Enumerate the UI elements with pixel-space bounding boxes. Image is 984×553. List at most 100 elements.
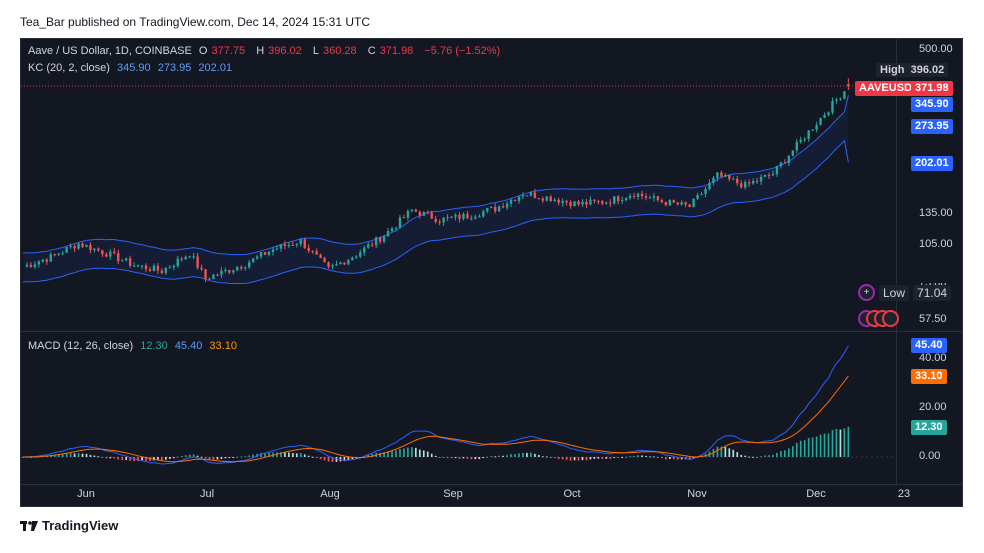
candle-body <box>513 199 517 201</box>
macd-histogram-bar <box>557 457 560 460</box>
candle-body <box>779 162 783 167</box>
candle-body <box>549 196 552 202</box>
candle-body <box>323 257 326 263</box>
macd-histogram-bar <box>260 452 262 457</box>
candle-body <box>212 274 215 280</box>
macd-histogram-bar <box>113 457 116 459</box>
macd-histogram-bar <box>776 452 778 457</box>
candle-body <box>724 174 727 177</box>
candle-body <box>283 244 287 247</box>
macd-histogram-bar <box>625 456 627 458</box>
kc-lower-tag: 202.01 <box>911 156 953 171</box>
candle-body <box>747 182 751 184</box>
high-value: H 396.02 <box>256 45 302 57</box>
macd-histogram-bar <box>573 457 576 461</box>
events-markers[interactable] <box>858 310 899 327</box>
candle-body <box>493 206 497 212</box>
symbol-price-tag: AAVEUSD <box>855 81 916 96</box>
macd-histogram-bar <box>847 426 850 457</box>
candle-body <box>188 256 191 258</box>
candle-body <box>795 141 798 151</box>
macd-histogram-bar <box>668 457 671 460</box>
macd-histogram-bar <box>629 456 631 458</box>
candle-body <box>105 254 108 257</box>
macd-histogram-bar <box>688 457 691 460</box>
candle-body <box>390 228 394 232</box>
candle-body <box>557 199 560 203</box>
candle-body <box>759 176 763 182</box>
candle-body <box>799 139 802 142</box>
macd-histogram-bar <box>732 449 735 457</box>
candle-body <box>402 217 406 219</box>
candle-body <box>684 202 687 205</box>
candle-body <box>263 252 267 255</box>
chart-frame[interactable]: Aave / US Dollar, 1D, COINBASE O 377.75 H… <box>20 38 963 507</box>
candle-body <box>636 193 640 197</box>
macd-histogram-bar <box>168 457 171 459</box>
candle-body <box>77 243 80 249</box>
macd-histogram-bar <box>736 452 739 457</box>
macd-histogram-bar <box>664 457 667 460</box>
candle-body <box>259 252 263 257</box>
macd-histogram-bar <box>240 456 243 458</box>
macd-histogram-bar <box>280 452 282 457</box>
macd-hist-tag: 12.30 <box>911 420 947 435</box>
candle-body <box>224 270 227 272</box>
plus-icon[interactable]: + <box>858 284 875 301</box>
candle-body <box>565 200 568 203</box>
candle-body <box>311 250 314 252</box>
macd-histogram-bar <box>351 457 354 460</box>
macd-histogram-bar <box>807 437 810 457</box>
candle-body <box>117 253 120 262</box>
macd-histogram-bar <box>728 448 731 457</box>
low-marker[interactable]: + Low 71.04 <box>858 284 952 301</box>
macd-histogram-bar <box>653 456 655 458</box>
event-icon[interactable] <box>882 310 899 327</box>
macd-histogram-bar <box>414 447 417 457</box>
macd-histogram-bar <box>311 456 314 458</box>
macd-histogram-bar <box>188 454 191 457</box>
macd-histogram-bar <box>248 455 251 457</box>
candle-body <box>533 192 537 199</box>
candle-body <box>121 260 124 262</box>
candle-body <box>716 172 719 178</box>
candle-body <box>442 217 445 223</box>
candle-body <box>589 199 592 205</box>
tradingview-logo[interactable]: TradingView <box>20 518 118 533</box>
candle-body <box>692 198 695 207</box>
candle-body <box>827 112 830 115</box>
candle-body <box>708 182 711 189</box>
macd-histogram-bar <box>232 457 235 458</box>
candle-body <box>136 265 140 267</box>
macd-histogram-bar <box>403 448 405 457</box>
candle-body <box>617 196 620 202</box>
candle-body <box>517 196 521 201</box>
macd-histogram-bar <box>815 436 818 457</box>
macd-histogram-bar <box>65 453 68 457</box>
macd-histogram-bar <box>145 457 147 462</box>
candle-body <box>613 196 616 204</box>
macd-histogram-bar <box>426 451 429 457</box>
candle-body <box>823 114 826 118</box>
candle-body <box>168 267 172 269</box>
macd-histogram-bar <box>121 457 124 461</box>
macd-histogram-bar <box>220 457 223 459</box>
candle-body <box>382 236 386 242</box>
candle-body <box>755 181 759 183</box>
candle-body <box>620 200 624 202</box>
candle-body <box>132 265 136 267</box>
candle-body <box>573 201 576 207</box>
candle-body <box>339 262 342 265</box>
candle-body <box>236 267 239 271</box>
candle-body <box>148 269 152 271</box>
candle-body <box>712 177 715 183</box>
candle-body <box>251 258 255 263</box>
candle-body <box>497 206 501 212</box>
chart-canvas[interactable] <box>21 39 962 506</box>
macd-histogram-bar <box>764 455 766 457</box>
macd-histogram-bar <box>498 455 501 457</box>
macd-histogram-bar <box>502 455 504 457</box>
candle-body <box>847 84 850 87</box>
macd-histogram-bar <box>680 457 683 460</box>
candle-body <box>374 237 378 246</box>
